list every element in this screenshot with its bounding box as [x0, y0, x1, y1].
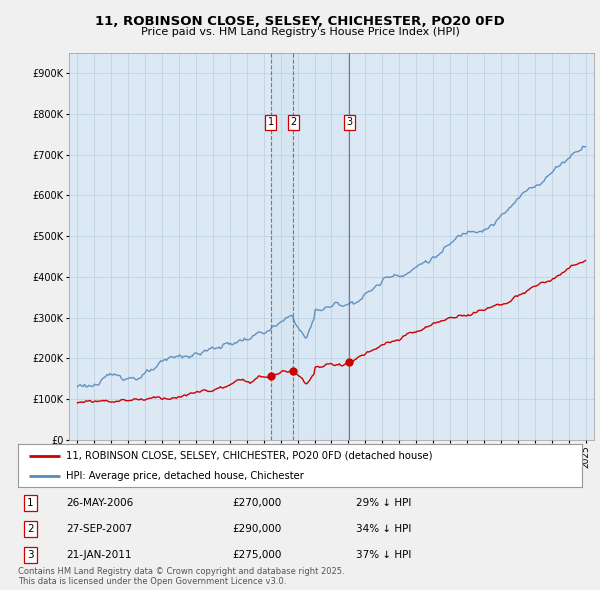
Text: 29% ↓ HPI: 29% ↓ HPI: [356, 499, 412, 509]
Text: 11, ROBINSON CLOSE, SELSEY, CHICHESTER, PO20 0FD (detached house): 11, ROBINSON CLOSE, SELSEY, CHICHESTER, …: [66, 451, 433, 461]
Text: Contains HM Land Registry data © Crown copyright and database right 2025.
This d: Contains HM Land Registry data © Crown c…: [18, 567, 344, 586]
Text: 37% ↓ HPI: 37% ↓ HPI: [356, 550, 412, 560]
Text: £275,000: £275,000: [232, 550, 281, 560]
Text: 3: 3: [346, 117, 352, 127]
Text: 2: 2: [290, 117, 296, 127]
Text: 3: 3: [27, 550, 34, 560]
Text: 21-JAN-2011: 21-JAN-2011: [66, 550, 131, 560]
Text: 11, ROBINSON CLOSE, SELSEY, CHICHESTER, PO20 0FD: 11, ROBINSON CLOSE, SELSEY, CHICHESTER, …: [95, 15, 505, 28]
Text: 1: 1: [27, 499, 34, 509]
Text: 1: 1: [268, 117, 274, 127]
Text: 34% ↓ HPI: 34% ↓ HPI: [356, 524, 412, 534]
Text: 26-MAY-2006: 26-MAY-2006: [66, 499, 133, 509]
Bar: [271, 53, 293, 440]
Text: £290,000: £290,000: [232, 524, 281, 534]
Bar: [293, 53, 349, 440]
Text: 2: 2: [27, 524, 34, 534]
Text: £270,000: £270,000: [232, 499, 281, 509]
Text: 27-SEP-2007: 27-SEP-2007: [66, 524, 132, 534]
Text: Price paid vs. HM Land Registry's House Price Index (HPI): Price paid vs. HM Land Registry's House …: [140, 27, 460, 37]
Text: HPI: Average price, detached house, Chichester: HPI: Average price, detached house, Chic…: [66, 471, 304, 481]
